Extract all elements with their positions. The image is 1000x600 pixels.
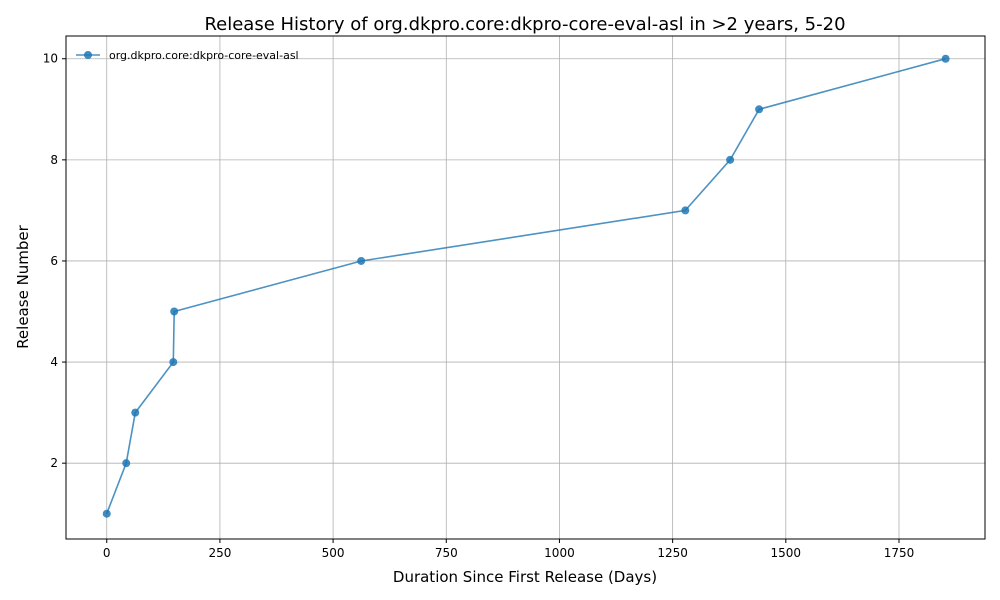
data-point [169,358,178,367]
data-point [755,105,764,114]
data-point [102,509,111,518]
y-tick-label: 6 [50,254,58,268]
y-tick-label: 4 [50,355,58,369]
legend-label: org.dkpro.core:dkpro-core-eval-asl [109,49,299,62]
plot-frame [65,35,986,540]
legend: org.dkpro.core:dkpro-core-eval-asl [76,49,299,62]
data-point [122,459,131,468]
y-tick-label: 8 [50,153,58,167]
data-point [170,307,179,316]
x-tick-label: 1500 [771,546,802,560]
x-axis-label: Duration Since First Release (Days) [393,568,657,586]
chart-title: Release History of org.dkpro.core:dkpro-… [204,14,845,35]
x-tick-label: 750 [435,546,458,560]
x-tick-label: 500 [322,546,345,560]
y-tick-label: 10 [43,52,58,66]
x-tick-label: 0 [103,546,111,560]
data-point [681,206,690,215]
data-point [726,155,735,164]
data-point [131,408,140,417]
tick-layer: 0 250 500 750 1000 1250 1500 1750 2 4 6 8 10 [43,52,915,560]
legend-marker-swatch [84,51,92,59]
y-axis-label: Release Number [14,224,32,348]
x-tick-label: 250 [208,546,231,560]
x-tick-label: 1750 [884,546,915,560]
data-point [357,256,366,265]
y-tick-label: 2 [50,456,58,470]
grid-layer [66,36,985,539]
data-point [941,54,950,63]
series-line [105,57,946,514]
x-tick-label: 1000 [544,546,575,560]
x-tick-label: 1250 [657,546,688,560]
series-layer [102,54,950,518]
